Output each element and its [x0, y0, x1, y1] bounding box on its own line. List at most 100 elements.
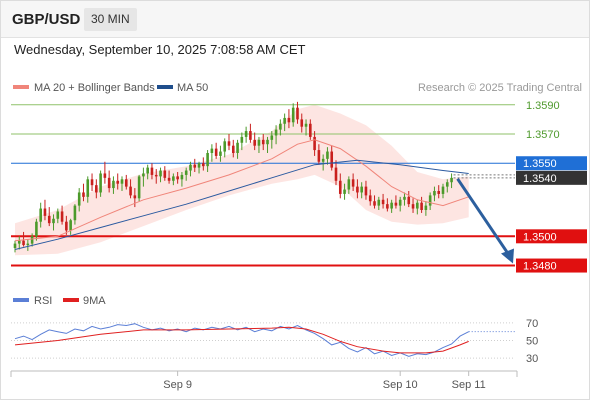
candle-body [411, 204, 415, 209]
candle-body [407, 196, 411, 205]
level-tag-label-1.3480: 1.3480 [523, 261, 557, 273]
candle-body [433, 191, 436, 196]
candle [416, 199, 419, 215]
last-price-tag-label: 1.3540 [523, 173, 557, 185]
candle [283, 113, 286, 132]
interval-selector[interactable]: 30 MIN [84, 8, 137, 31]
candle [373, 195, 376, 209]
candle-body [214, 148, 218, 156]
candle-body [274, 129, 278, 136]
legend-label-ma20: MA 20 + Bollinger Bands [34, 82, 155, 94]
candle-body [445, 182, 449, 187]
candle-body [22, 240, 25, 246]
candle-body [300, 119, 304, 127]
candle-body [35, 221, 38, 237]
candle [73, 204, 77, 225]
candle-body [351, 179, 355, 187]
candle-body [43, 208, 47, 216]
candle-body [73, 205, 77, 221]
candle [197, 161, 201, 174]
candle [77, 188, 81, 212]
candle [257, 136, 261, 153]
candle [428, 192, 432, 210]
candle-body [124, 179, 128, 187]
candle [368, 189, 372, 206]
rsi-legend-label-rsi: RSI [34, 295, 52, 307]
candle [112, 176, 115, 194]
candle [95, 179, 98, 199]
candle [330, 145, 334, 171]
candle [82, 183, 85, 202]
candle-body [172, 176, 175, 181]
candle [249, 123, 252, 143]
candle [424, 201, 428, 216]
candle [347, 176, 351, 194]
candle [377, 196, 381, 210]
legend-label-ma50: MA 50 [177, 82, 208, 94]
candle [300, 113, 304, 133]
candle [103, 161, 107, 184]
candle [450, 173, 453, 189]
candle-body [279, 123, 282, 130]
candle [433, 186, 436, 202]
candle-body [95, 185, 98, 193]
candle-body [39, 208, 42, 222]
candle-body [116, 180, 120, 184]
candle [231, 139, 235, 158]
candle [223, 138, 227, 158]
candle [394, 195, 398, 209]
candle [154, 169, 158, 184]
x-axis-ticks: Sep 9 Sep 10 Sep 11 [163, 371, 486, 391]
candle-body [428, 195, 432, 206]
candle [116, 173, 120, 190]
rsi-tick-label-50: 50 [526, 336, 538, 348]
candle [287, 109, 291, 129]
candle [172, 173, 175, 186]
candle-body [390, 202, 393, 209]
candle [206, 150, 209, 172]
x-tick-label: Sep 9 [163, 379, 192, 391]
candle [56, 208, 60, 224]
candle-body [398, 199, 402, 206]
rsi-legend-swatch-9ma [63, 298, 79, 302]
bollinger-band [15, 104, 469, 256]
candle [236, 139, 239, 159]
candle [279, 119, 282, 136]
candle [343, 183, 346, 200]
candle-body [244, 131, 248, 137]
candle-body [343, 189, 346, 194]
candle-body [90, 179, 94, 186]
candle-body [309, 123, 312, 137]
candle-body [112, 180, 115, 189]
rsi-legend-label-9ma: 9MA [83, 295, 106, 307]
candle-body [129, 186, 132, 196]
candle [159, 167, 162, 183]
legend-swatch-ma50 [157, 85, 173, 89]
candle [60, 205, 64, 225]
candle [360, 182, 363, 199]
candle-body [133, 195, 137, 199]
candle [184, 167, 188, 181]
chart-datetime: Wednesday, September 10, 2025 7:08:58 AM… [14, 42, 306, 57]
candle [22, 231, 25, 247]
candle [52, 214, 55, 231]
chart-header: GBP/USD 30 MIN [1, 1, 589, 38]
candle-body [223, 141, 227, 152]
candle-body [13, 243, 17, 248]
candle-body [180, 174, 184, 180]
candle-body [86, 179, 90, 197]
candle [65, 215, 68, 235]
candle [313, 131, 316, 156]
candle [364, 180, 368, 200]
candle-body [146, 167, 149, 174]
level-tag-1.3550 [516, 156, 587, 171]
candle-body [159, 170, 162, 177]
candle [441, 183, 445, 199]
candle-body [368, 195, 372, 202]
candle [146, 164, 149, 180]
candle-body [403, 196, 406, 200]
candle-body [313, 136, 316, 151]
candle-body [266, 139, 269, 145]
candle-body [304, 123, 308, 127]
